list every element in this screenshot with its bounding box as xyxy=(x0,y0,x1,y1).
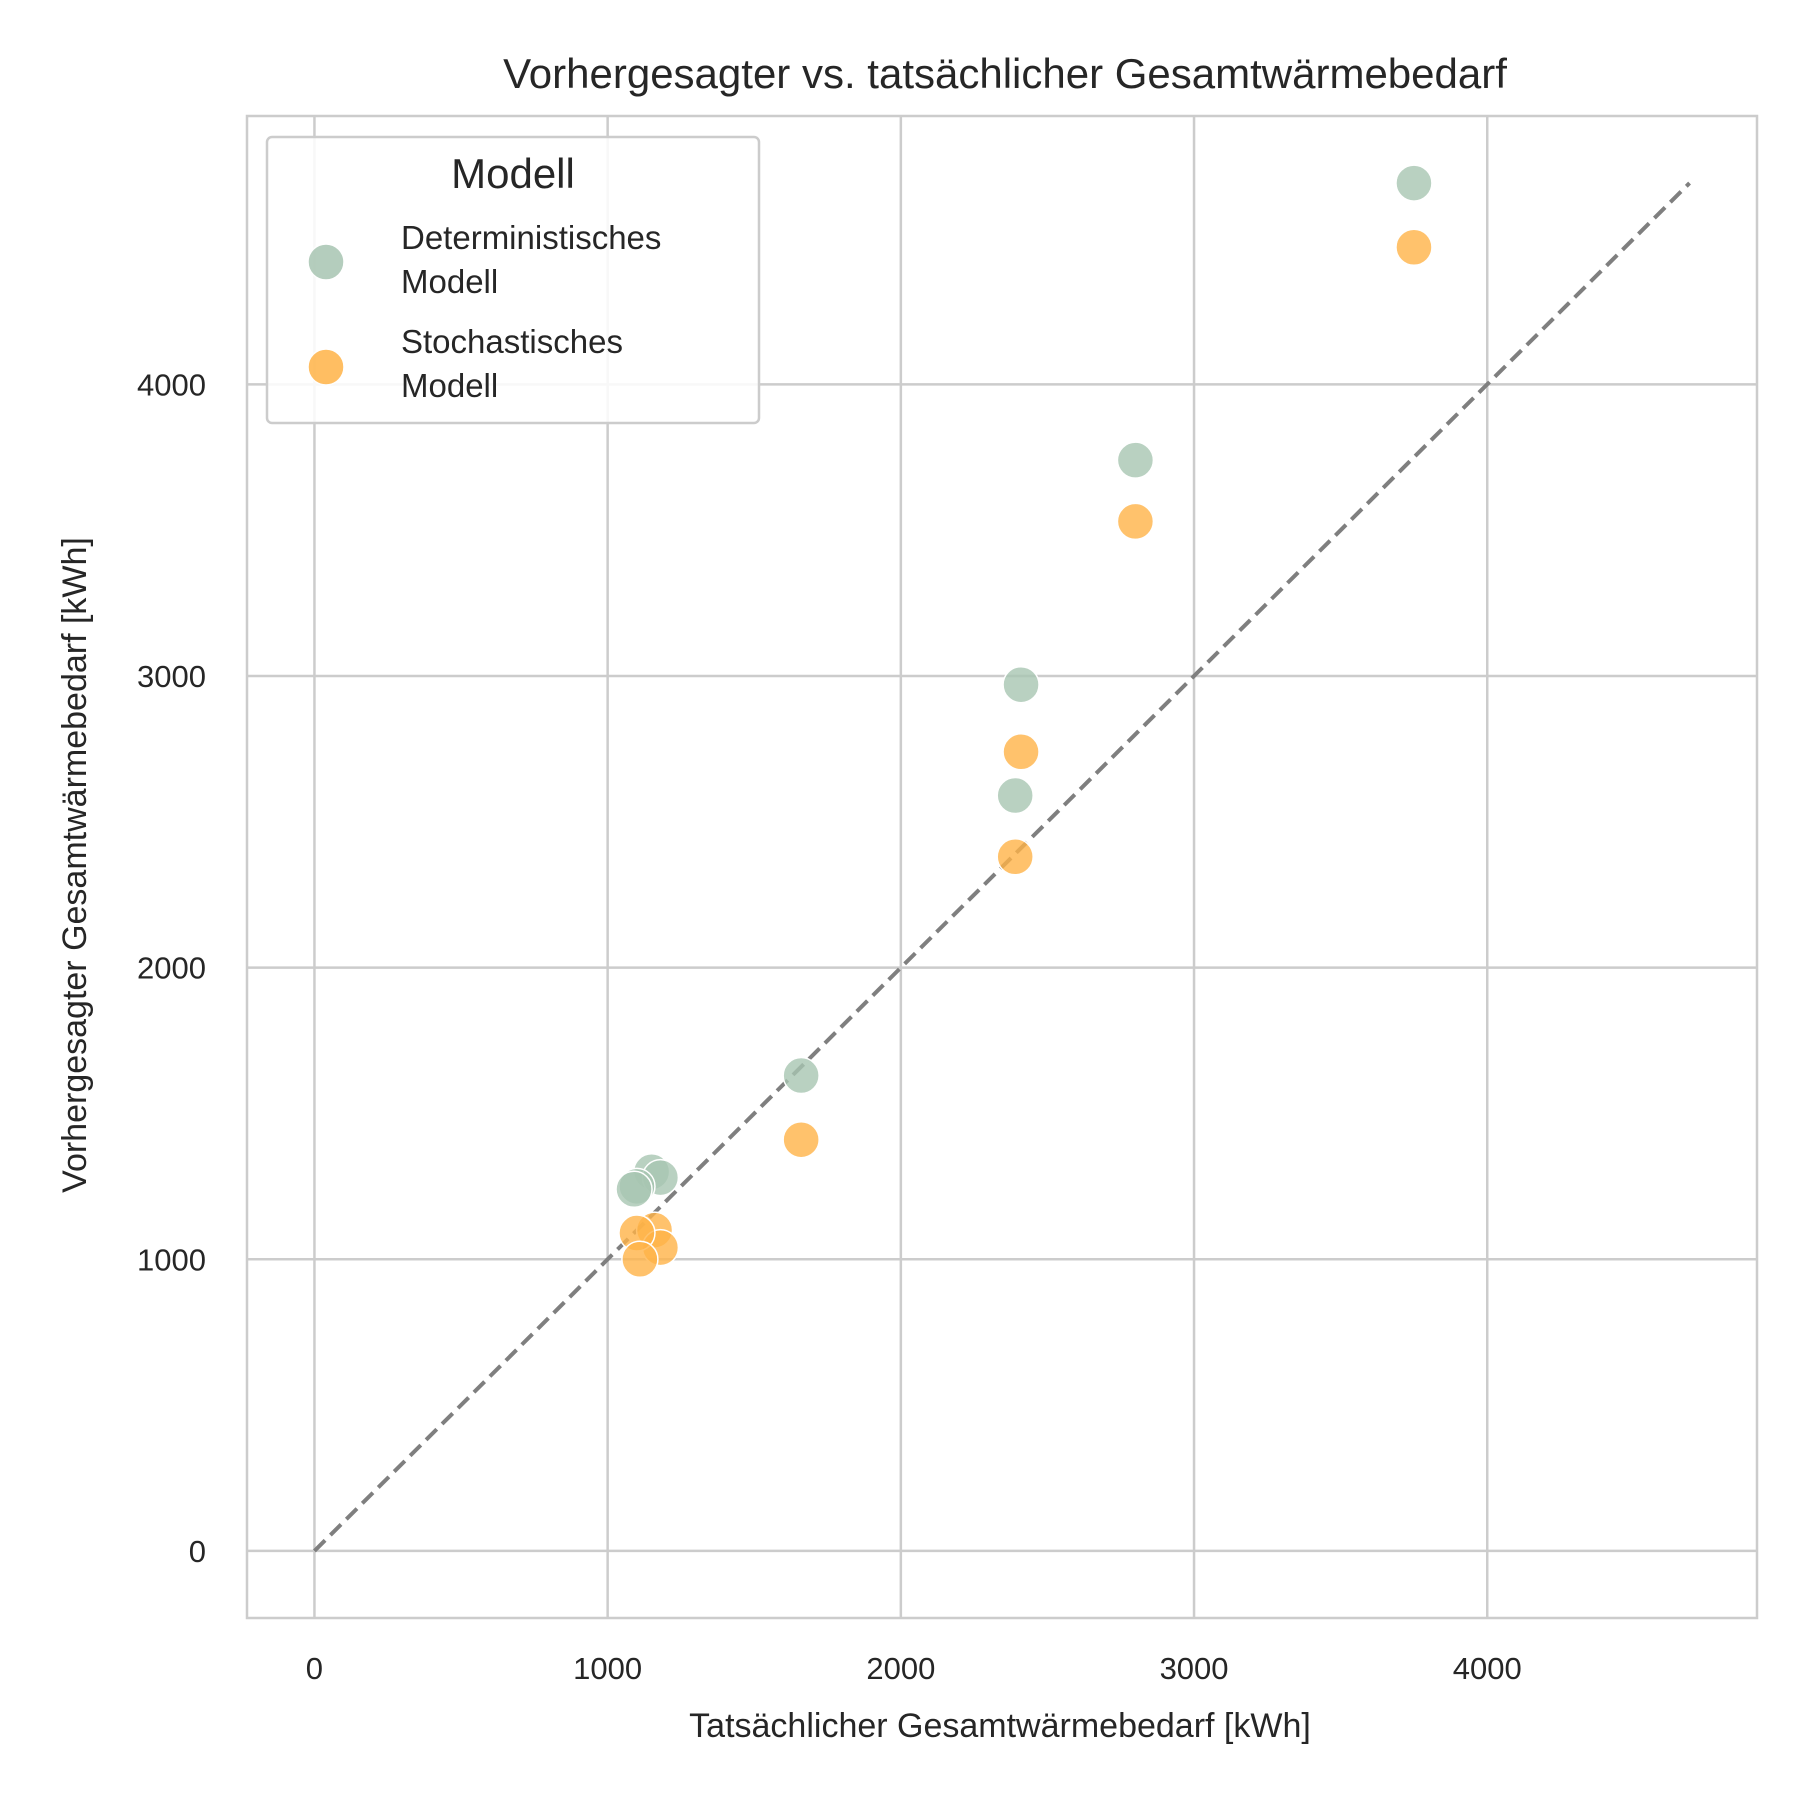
data-point-stochastic xyxy=(1395,228,1433,266)
y-tick-label: 1000 xyxy=(137,1242,206,1277)
legend-label-stochastic-line1: Stochastisches xyxy=(401,323,623,360)
data-point-stochastic xyxy=(782,1120,820,1159)
data-point-deterministic xyxy=(1395,164,1433,202)
legend-marker-stochastic xyxy=(307,348,345,386)
data-point-stochastic xyxy=(1116,502,1155,541)
data-point-deterministic xyxy=(1002,665,1040,704)
plot-frame xyxy=(245,114,1759,1620)
data-point-stochastic xyxy=(621,1240,659,1279)
data-point-deterministic xyxy=(615,1170,653,1209)
x-tick-label: 4000 xyxy=(1453,1651,1522,1686)
y-tick-label: 0 xyxy=(189,1534,206,1569)
legend-label-deterministic-line2: Modell xyxy=(401,263,498,300)
legend-label-stochastic-line2: Modell xyxy=(401,367,498,404)
legend-label-deterministic-line1: Deterministisches xyxy=(401,219,661,256)
y-axis-label: Vorhergesagter Gesamtwärmebedarf [kWh] xyxy=(56,537,94,1193)
grid-lines xyxy=(247,116,1757,1618)
y-tick-labels: 0 1000 2000 3000 4000 xyxy=(137,367,206,1569)
x-tick-label: 3000 xyxy=(1160,1651,1229,1686)
legend-title: Modell xyxy=(451,150,575,197)
data-point-stochastic xyxy=(996,838,1034,876)
y-tick-label: 3000 xyxy=(137,659,206,694)
data-point-deterministic xyxy=(782,1056,820,1095)
legend: Modell Deterministisches Modell Stochast… xyxy=(265,135,761,425)
x-tick-label: 2000 xyxy=(866,1651,935,1686)
y-tick-label: 4000 xyxy=(137,367,206,402)
x-tick-label: 1000 xyxy=(573,1651,642,1686)
y-tick-label: 2000 xyxy=(137,951,206,986)
data-point-deterministic xyxy=(1116,441,1155,479)
legend-box xyxy=(265,135,761,425)
x-axis-label: Tatsächlicher Gesamtwärmebedarf [kWh] xyxy=(689,1707,1311,1745)
chart-title: Vorhergesagter vs. tatsächlicher Gesamtw… xyxy=(503,50,1507,97)
x-tick-labels: 0 1000 2000 3000 4000 xyxy=(306,1651,1522,1686)
x-tick-label: 0 xyxy=(306,1651,323,1686)
legend-marker-deterministic xyxy=(307,243,345,281)
data-point-deterministic xyxy=(996,776,1034,815)
data-point-stochastic xyxy=(1002,733,1040,771)
data-points xyxy=(615,164,1433,1279)
